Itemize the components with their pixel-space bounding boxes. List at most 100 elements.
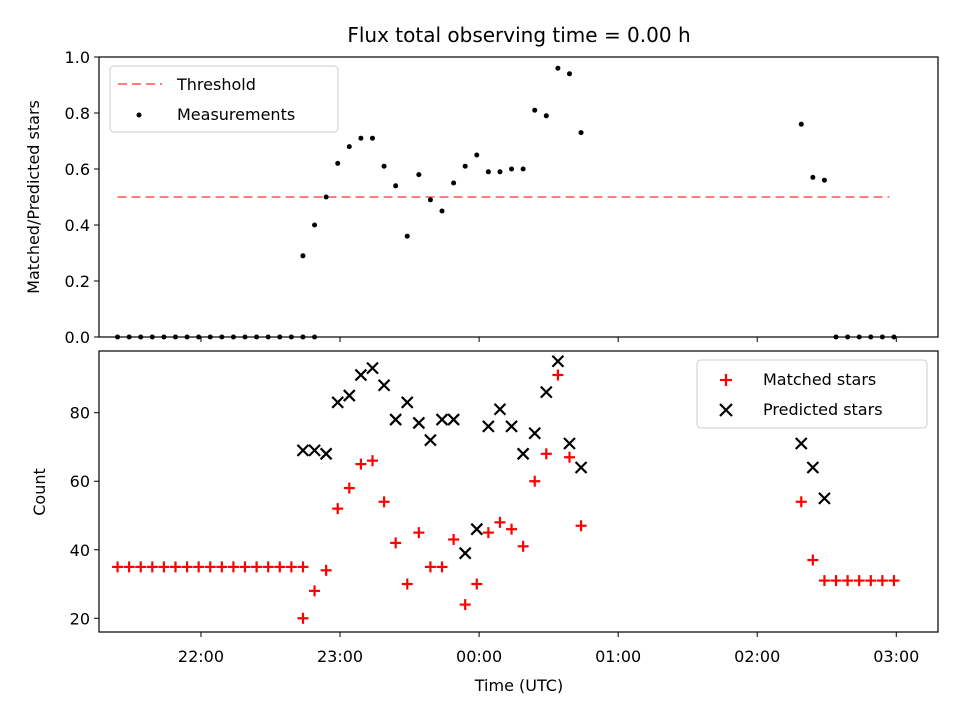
- measurement-point: [451, 180, 457, 186]
- x-tick-label: 23:00: [317, 647, 363, 666]
- measurement-point: [323, 194, 329, 200]
- predicted-star-point: [574, 461, 588, 474]
- predicted-star-b: [505, 420, 518, 433]
- top-y-tick-label: 0.2: [65, 272, 90, 291]
- legend-predicted-label: Predicted stars: [763, 400, 883, 419]
- matched-star-point: [807, 554, 819, 566]
- matched-star-point: [123, 561, 135, 573]
- matched-star-point: [169, 561, 181, 573]
- predicted-star-point: [458, 546, 472, 560]
- measurement-point: [381, 163, 387, 169]
- predicted-star-b: [574, 461, 588, 474]
- legend-matched-swatch: [720, 374, 732, 386]
- top-axes-frame: [98, 56, 939, 338]
- matched-star-point: [506, 523, 518, 535]
- predicted-star-b: [308, 444, 321, 457]
- measurement-point: [404, 233, 410, 239]
- x-tick-label: 02:00: [734, 647, 780, 666]
- matched-star-point: [262, 561, 274, 573]
- top-y-tick-label: 0.6: [65, 160, 90, 179]
- matched-star-point: [285, 561, 297, 573]
- matched-star-point: [297, 561, 309, 573]
- predicted-star-b: [563, 437, 576, 450]
- predicted-star-b: [424, 433, 437, 447]
- predicted-star-point: [331, 396, 344, 409]
- matched-star-point: [181, 561, 193, 573]
- bottom-legend-box: [696, 359, 928, 429]
- predicted-star-b: [319, 447, 333, 461]
- top-y-tick-label: 0.4: [65, 216, 90, 235]
- measurement-point: [427, 197, 433, 203]
- predicted-star-b: [400, 396, 414, 409]
- predicted-star-b: [354, 368, 368, 382]
- predicted-star-b: [296, 444, 310, 457]
- predicted-star-point: [482, 420, 495, 433]
- top-y-tick-label: 1.0: [65, 48, 90, 67]
- predicted-star-point: [354, 368, 368, 382]
- matched-star-point: [320, 564, 332, 576]
- predicted-star-point: [551, 355, 565, 368]
- predicted-star-point: [563, 437, 576, 450]
- measurement-point: [462, 163, 468, 169]
- predicted-star-b: [343, 389, 356, 402]
- x-tick-label: 00:00: [456, 647, 502, 666]
- predicted-star-point: [400, 396, 414, 409]
- predicted-star-point: [516, 447, 530, 461]
- measurement-point: [532, 107, 538, 113]
- predicted-star-point: [412, 416, 426, 430]
- measurement-point: [520, 166, 526, 172]
- matched-star-point: [378, 496, 390, 508]
- predicted-star-b: [540, 385, 553, 399]
- x-axis-label: Time (UTC): [474, 676, 563, 695]
- measurement-point: [566, 71, 572, 77]
- predicted-star-b: [551, 355, 565, 368]
- matched-star-point: [390, 537, 402, 549]
- matched-star-point: [135, 561, 147, 573]
- matched-star-point: [309, 585, 321, 597]
- matched-star-point: [575, 520, 587, 532]
- predicted-star-point: [818, 492, 831, 505]
- bottom-legend: Matched stars Predicted stars: [696, 359, 928, 429]
- x-tick-label: 22:00: [178, 647, 224, 666]
- matched-star-point: [193, 561, 205, 573]
- predicted-star-b: [794, 437, 808, 450]
- measurement-point: [346, 144, 352, 150]
- predicted-star-point: [319, 447, 333, 461]
- measurement-point: [509, 166, 515, 172]
- measurement-point: [369, 135, 375, 141]
- predicted-star-b: [493, 402, 507, 416]
- bottom-y-ticks: 20 40 60 80: [70, 404, 99, 628]
- predicted-star-point: [540, 385, 553, 399]
- matched-star-point: [366, 455, 378, 467]
- matched-star-point: [795, 496, 807, 508]
- predicted-star-b: [470, 522, 484, 536]
- bottom-axes-frame: [98, 350, 939, 633]
- predicted-star-point: [377, 378, 391, 392]
- matched-star-point: [424, 561, 436, 573]
- top-panel: Flux total observing time = 0.00 h 0.00.…: [24, 23, 939, 347]
- matched-star-point: [436, 561, 448, 573]
- predicted-star-point: [435, 413, 449, 426]
- measurement-point: [798, 121, 804, 127]
- legend-measurements-swatch: [136, 112, 142, 118]
- matched-star-point: [842, 575, 854, 587]
- bottom-y-tick-label: 20: [70, 609, 90, 628]
- matched-star-point: [227, 561, 239, 573]
- measurement-point: [312, 222, 318, 228]
- predicted-star-point: [389, 413, 402, 426]
- predicted-star-b: [482, 420, 495, 433]
- predicted-star-point: [806, 461, 820, 474]
- predicted-star-b: [377, 378, 391, 392]
- matched-stars-points: [112, 369, 900, 624]
- matched-star-point: [332, 503, 344, 515]
- matched-star-point: [448, 533, 460, 545]
- chart-title: Flux total observing time = 0.00 h: [347, 23, 690, 47]
- measurement-point: [335, 160, 341, 166]
- matched-star-point: [552, 369, 564, 381]
- matched-star-point: [216, 561, 228, 573]
- matched-star-point: [401, 578, 413, 590]
- predicted-star-b: [818, 492, 831, 505]
- predicted-star-point: [528, 426, 542, 440]
- x-tick-label: 03:00: [873, 647, 919, 666]
